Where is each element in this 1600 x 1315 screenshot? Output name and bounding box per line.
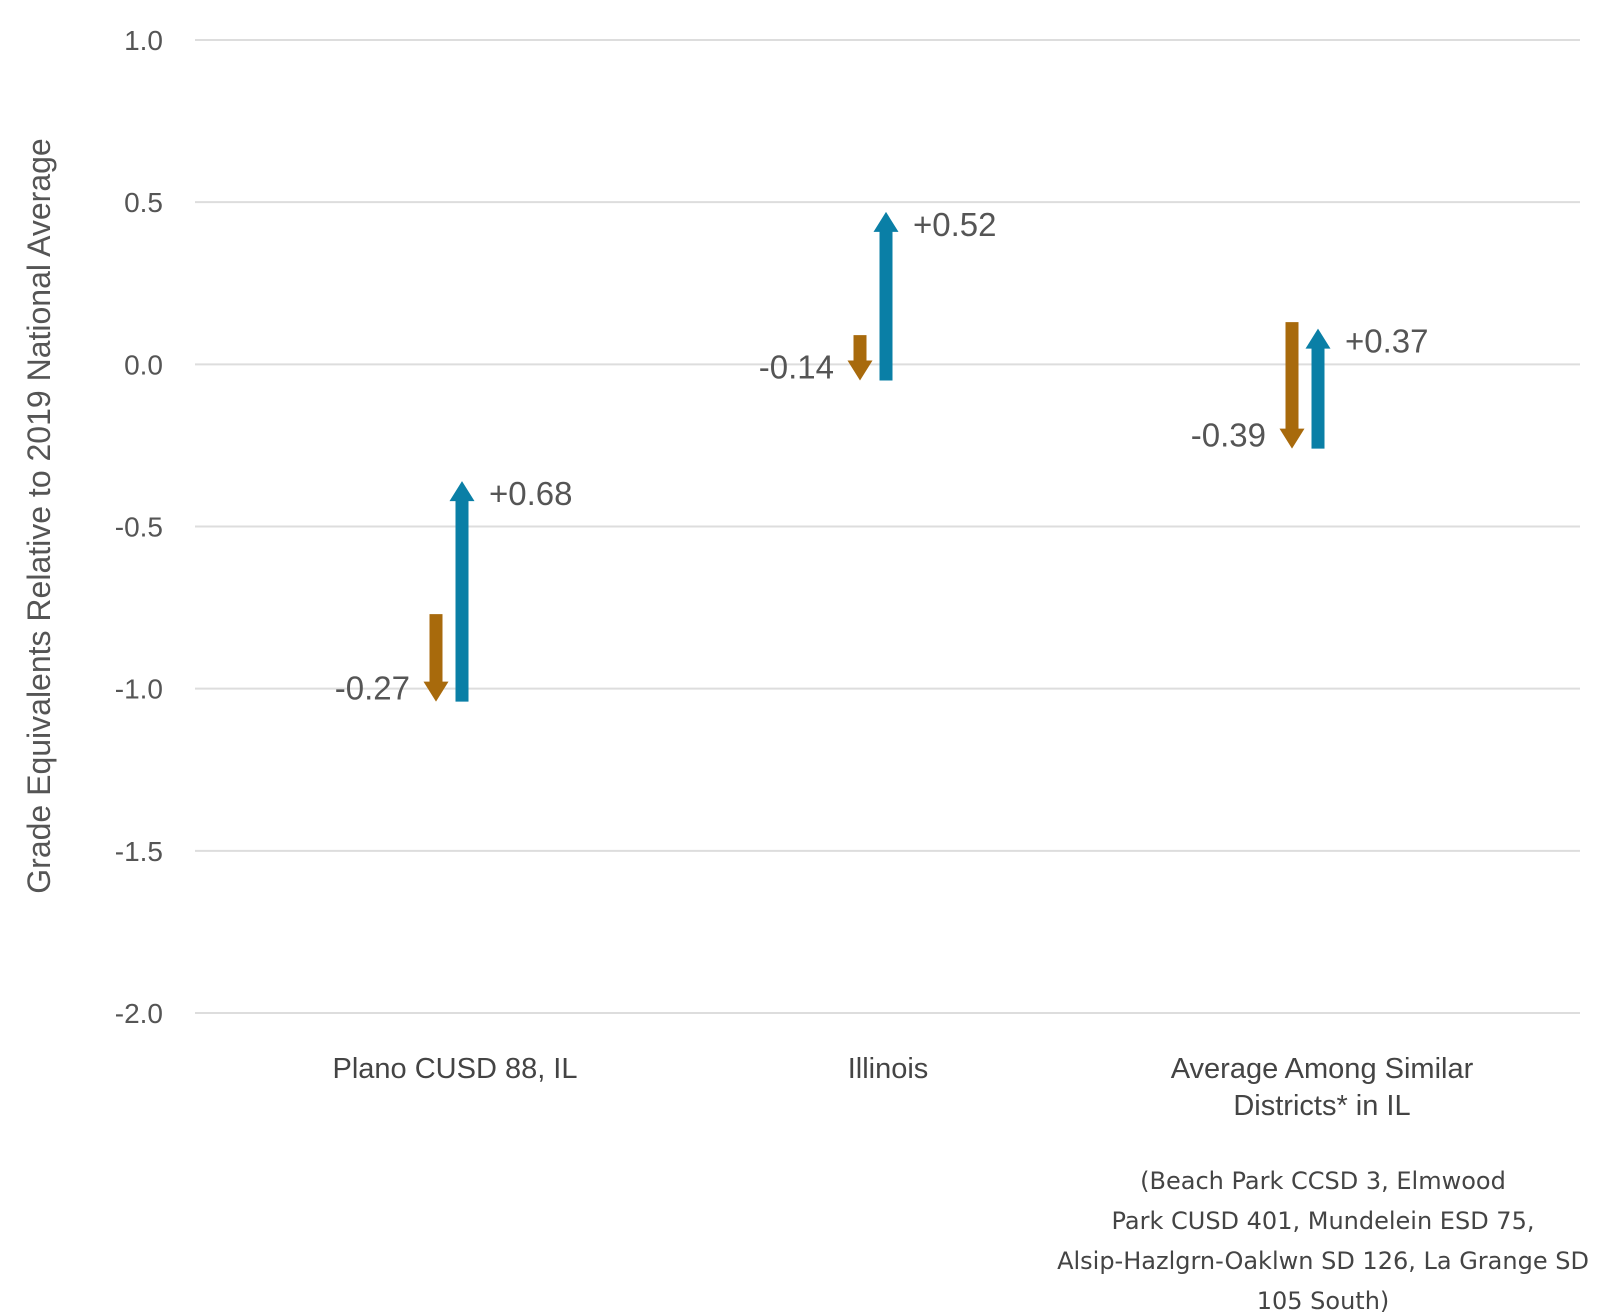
y-tick-label: -1.0 [115, 674, 163, 705]
category-label: Plano CUSD 88, IL [332, 1053, 577, 1085]
footnote-line: Alsip-Hazlgrn-Oaklwn SD 126, La Grange S… [1057, 1247, 1589, 1275]
y-tick-label: 1.0 [124, 25, 163, 56]
decline-arrow [847, 335, 873, 381]
recovery-arrow [873, 211, 899, 381]
y-tick-label: 0.5 [124, 187, 163, 218]
category-label: Districts* in IL [1233, 1090, 1410, 1122]
recovery-label: +0.37 [1345, 323, 1429, 360]
recovery-arrow [449, 481, 475, 702]
grid-lines [195, 39, 1580, 1014]
y-tick-label: -1.5 [115, 836, 163, 867]
y-tick-labels: 1.0 0.5 0.0 -0.5 -1.0 -1.5 -2.0 [115, 25, 163, 1029]
category-label: Average Among Similar [1171, 1053, 1474, 1085]
data-labels: -0.27 +0.68 -0.14 +0.52 -0.39 +0.37 [335, 206, 1429, 707]
y-tick-label: -0.5 [115, 512, 163, 543]
footnote: (Beach Park CCSD 3, Elmwood Park CUSD 401… [1057, 1167, 1589, 1315]
decline-label: -0.27 [335, 670, 410, 707]
footnote-line: Park CUSD 401, Mundelein ESD 75, [1112, 1207, 1535, 1235]
decline-arrow [423, 614, 449, 702]
decline-arrow [1279, 322, 1305, 449]
category-label: Illinois [848, 1053, 929, 1085]
recovery-arrow [1305, 328, 1331, 449]
y-axis-label: Grade Equivalents Relative to 2019 Natio… [21, 138, 57, 893]
decline-label: -0.14 [759, 349, 834, 386]
footnote-line: (Beach Park CCSD 3, Elmwood [1140, 1167, 1506, 1195]
y-tick-label: 0.0 [124, 349, 163, 380]
recovery-label: +0.52 [913, 206, 997, 243]
category-labels: Plano CUSD 88, IL Illinois Average Among S… [332, 1053, 1473, 1122]
recovery-label: +0.68 [489, 475, 573, 512]
arrows [423, 211, 1331, 702]
footnote-line: 105 South) [1257, 1287, 1390, 1315]
y-tick-label: -2.0 [115, 998, 163, 1029]
decline-label: -0.39 [1191, 417, 1266, 454]
